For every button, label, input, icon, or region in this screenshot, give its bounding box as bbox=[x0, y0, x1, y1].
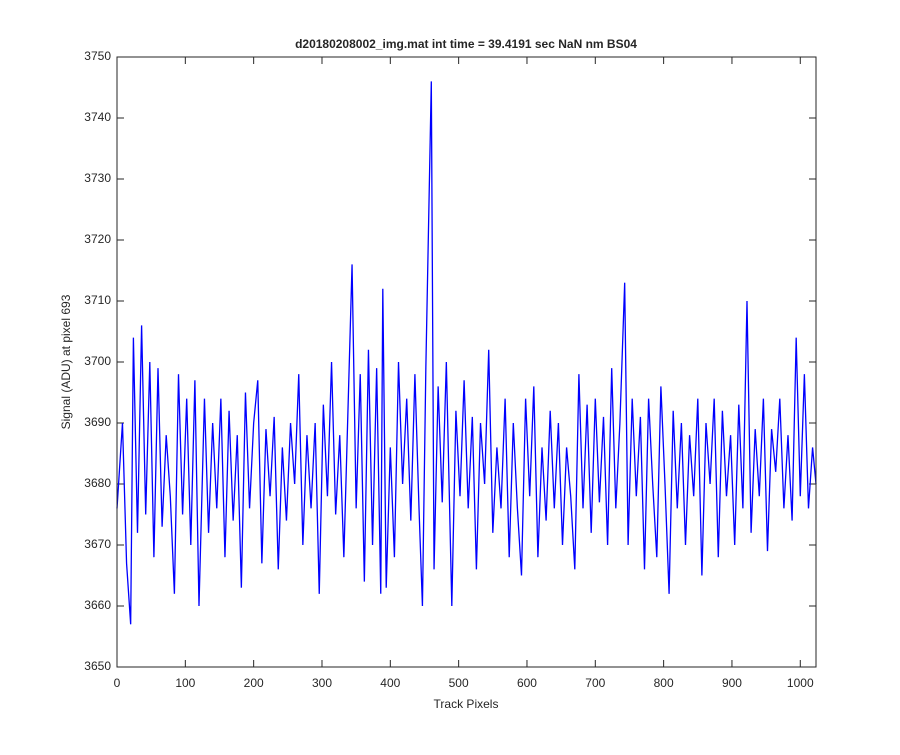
y-tick-label: 3750 bbox=[84, 49, 111, 63]
y-tick-label: 3710 bbox=[84, 293, 111, 307]
y-tick-label: 3740 bbox=[84, 110, 111, 124]
x-tick-label: 1000 bbox=[787, 676, 814, 690]
y-axis-label: Signal (ADU) at pixel 693 bbox=[59, 294, 73, 429]
y-tick-label: 3650 bbox=[84, 659, 111, 673]
x-tick-label: 200 bbox=[244, 676, 264, 690]
x-tick-label: 700 bbox=[585, 676, 605, 690]
y-tick-label: 3730 bbox=[84, 171, 111, 185]
x-tick-label: 600 bbox=[517, 676, 537, 690]
chart-title: d20180208002_img.mat int time = 39.4191 … bbox=[295, 37, 637, 51]
y-tick-label: 3700 bbox=[84, 354, 111, 368]
x-tick-label: 800 bbox=[654, 676, 674, 690]
x-tick-label: 300 bbox=[312, 676, 332, 690]
x-tick-label: 0 bbox=[114, 676, 121, 690]
y-tick-label: 3670 bbox=[84, 537, 111, 551]
y-tick-label: 3720 bbox=[84, 232, 111, 246]
data-line bbox=[116, 81, 817, 625]
y-tick-label: 3680 bbox=[84, 476, 111, 490]
axes-box bbox=[116, 56, 817, 668]
x-tick-label: 900 bbox=[722, 676, 742, 690]
x-tick-label: 100 bbox=[175, 676, 195, 690]
x-tick-label: 500 bbox=[449, 676, 469, 690]
y-tick-label: 3690 bbox=[84, 415, 111, 429]
y-tick-label: 3660 bbox=[84, 598, 111, 612]
x-tick-label: 400 bbox=[380, 676, 400, 690]
x-axis-label: Track Pixels bbox=[434, 697, 499, 711]
